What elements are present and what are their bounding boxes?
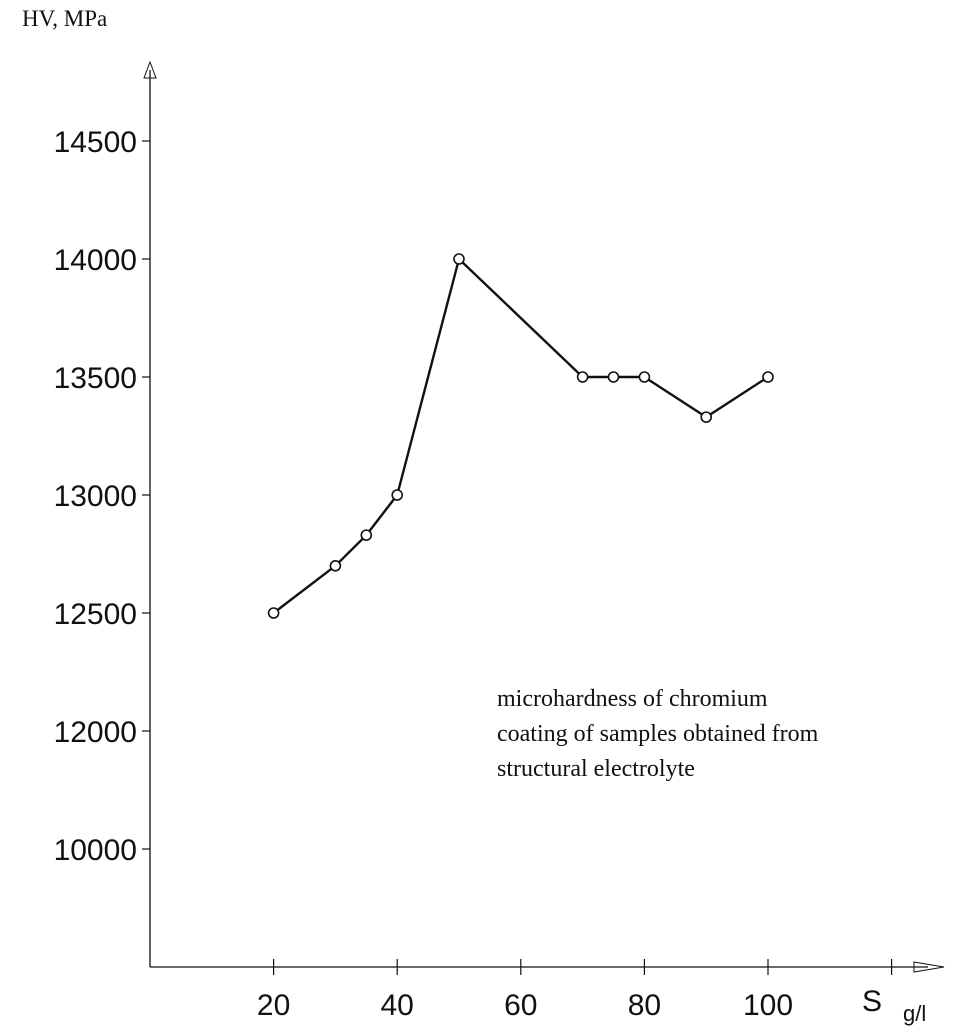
data-point: [360, 529, 373, 541]
tick-labels: 10000 12000 12500 13000 13500 14000 14500 20 40 6…: [54, 126, 793, 1022]
annotation-line-2: coating of samples obtained from: [497, 721, 819, 747]
x-axis-unit: g/l: [903, 1001, 927, 1026]
y-tick-label: 10000: [54, 834, 137, 867]
data-point: [700, 411, 713, 423]
data-points: [267, 253, 774, 619]
data-point: [576, 371, 589, 383]
data-point: [453, 253, 465, 265]
chart-annotation: microhardness of chromium coating of sam…: [497, 682, 957, 787]
x-tick-label: 40: [381, 989, 414, 1022]
data-point: [267, 607, 280, 619]
data-point: [391, 489, 404, 501]
y-axis-label: HV, MPa: [22, 6, 108, 31]
x-tick-label: 20: [257, 989, 290, 1022]
y-tick-label: 12500: [54, 598, 137, 631]
x-tick-label: 100: [743, 989, 793, 1022]
y-tick-label: 14500: [54, 126, 137, 159]
x-axis-label: S: [862, 985, 883, 1018]
data-point: [329, 559, 342, 572]
y-tick-label: 13000: [54, 480, 137, 513]
y-tick-label: 13500: [54, 362, 137, 395]
data-point: [607, 371, 620, 383]
data-point: [762, 371, 774, 383]
y-tick-label: 14000: [54, 244, 137, 277]
axes: [143, 60, 945, 973]
annotation-line-3: structural electrolyte: [497, 756, 695, 782]
data-point: [638, 371, 651, 383]
y-axis-arrow: [143, 60, 157, 79]
tick-marks: [142, 140, 893, 975]
series-line-group: [272, 257, 769, 614]
x-axis-arrow: [913, 961, 945, 973]
series-line: [272, 257, 769, 614]
y-tick-label: 12000: [54, 716, 137, 749]
x-tick-label: 80: [628, 989, 661, 1022]
x-tick-label: 60: [504, 989, 537, 1022]
annotation-line-1: microhardness of chromium: [497, 686, 768, 712]
